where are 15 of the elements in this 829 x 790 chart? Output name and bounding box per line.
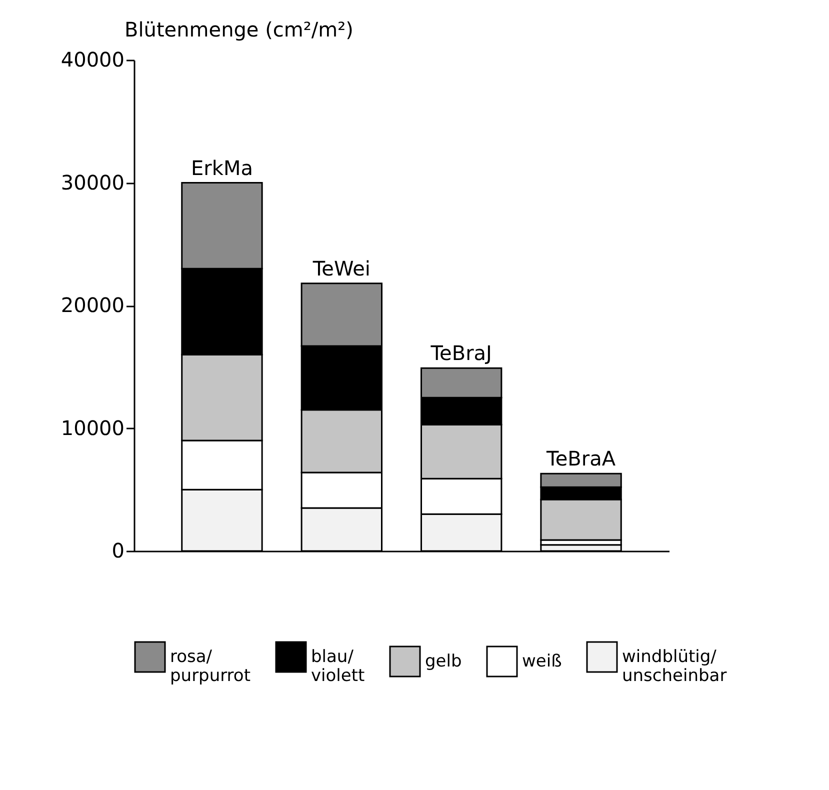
y-tick-label: 40000	[60, 48, 124, 72]
legend-label: windblütig/ unscheinbar	[622, 647, 727, 686]
y-tick-label: 30000	[60, 170, 124, 194]
y-tick-label: 0	[112, 538, 124, 562]
legend-label: blau/ violett	[311, 647, 366, 686]
legend-label: gelb	[425, 652, 462, 672]
x-tick-label: ErkMa	[190, 156, 253, 180]
x-tick-label: TeWei	[312, 256, 370, 280]
legend-label: weiß	[522, 652, 562, 672]
y-tick-label: 10000	[60, 416, 124, 440]
x-tick-label: TeBraJ	[430, 341, 492, 366]
legend-label: rosa/ purpurrot	[170, 647, 251, 686]
y-axis-title: Blütenmenge (cm²/m²)	[124, 18, 354, 42]
y-tick-label: 20000	[60, 293, 124, 317]
x-tick-label: TeBraA	[546, 446, 616, 471]
